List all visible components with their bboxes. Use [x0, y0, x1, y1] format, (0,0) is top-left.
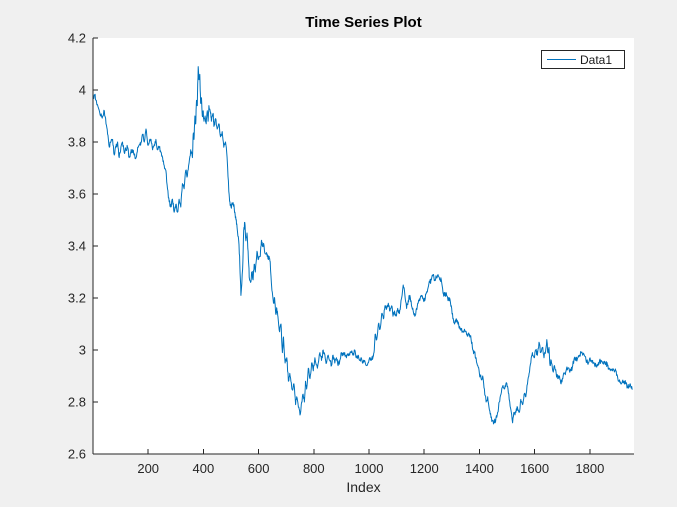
- y-tick-label: 3.6: [68, 187, 86, 202]
- legend-label: Data1: [580, 52, 613, 67]
- x-tick-label: 400: [193, 461, 215, 476]
- y-tick-label: 3: [79, 343, 86, 358]
- chart-title: Time Series Plot: [305, 14, 422, 31]
- x-tick-label: 600: [248, 461, 270, 476]
- x-tick-label: 1600: [520, 461, 549, 476]
- data-series-line: [92, 66, 633, 425]
- y-tick-label: 3.2: [68, 291, 86, 306]
- x-tick-label: 1000: [355, 461, 384, 476]
- legend-line-sample: [547, 58, 576, 61]
- x-tick-label: 1200: [410, 461, 439, 476]
- y-tick-label: 4: [79, 83, 86, 98]
- legend[interactable]: Data1: [541, 50, 625, 69]
- y-tick-label: 3.4: [68, 239, 86, 254]
- y-tick-label: 2.8: [68, 395, 86, 410]
- y-tick-label: 4.2: [68, 31, 86, 46]
- x-axis-label: Index: [346, 479, 381, 495]
- y-tick-label: 2.6: [68, 447, 86, 462]
- x-tick-label: 1800: [575, 461, 604, 476]
- x-tick-label: 200: [137, 461, 159, 476]
- plot-area: [93, 38, 634, 454]
- x-tick-label: 800: [303, 461, 325, 476]
- x-tick-label: 1400: [465, 461, 494, 476]
- y-tick-label: 3.8: [68, 135, 86, 150]
